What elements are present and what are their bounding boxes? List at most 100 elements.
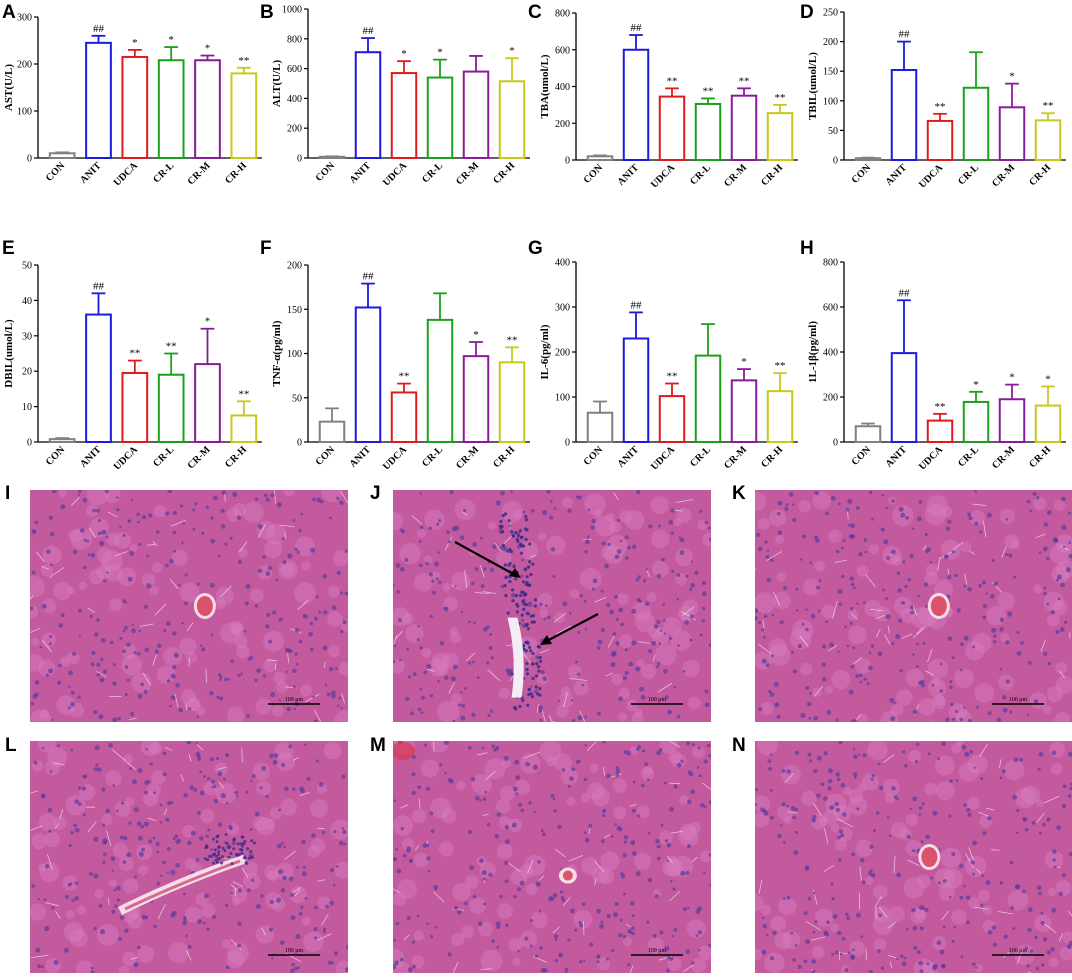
y-tick-label: 1000 xyxy=(282,5,302,16)
sinusoids xyxy=(393,741,711,973)
histology-image-j: 100 μm xyxy=(393,490,711,722)
bar-cr-m xyxy=(730,94,758,161)
y-axis-label: DBIL(umol/L) xyxy=(3,319,15,388)
panel-letter: I xyxy=(5,483,11,504)
panel-letter: K xyxy=(732,483,746,504)
y-tick-label: 300 xyxy=(555,303,570,314)
scale-bar: 100 μm xyxy=(992,697,1044,705)
panel-letter: G xyxy=(528,238,543,259)
significance-label: ** xyxy=(507,334,518,346)
panel-letter: M xyxy=(370,735,386,756)
y-tick-label: 200 xyxy=(287,124,302,135)
arrow-line xyxy=(454,541,518,577)
x-tick-label: CR-M xyxy=(990,444,1017,471)
x-tick-label: CR-L xyxy=(151,160,176,185)
chart-panel-tbil: D 0 50 100 150 200 250 TBIL(umol/L) CON ## ANIT **… xyxy=(800,0,1072,200)
lesion-features xyxy=(117,833,256,916)
bar-cr-l xyxy=(426,318,454,443)
y-tick-label: 400 xyxy=(555,258,570,269)
x-tick-label: CR-L xyxy=(420,160,445,185)
x-tick-label: CON xyxy=(314,444,338,468)
panel-letter: F xyxy=(260,238,272,259)
significance-label: ** xyxy=(703,85,714,97)
significance-label: ** xyxy=(667,75,678,87)
y-tick-label: 800 xyxy=(823,258,838,269)
arrowhead xyxy=(540,635,552,645)
y-tick-label: 600 xyxy=(823,303,838,314)
y-tick-label: 0 xyxy=(565,438,570,449)
bar-cr-m xyxy=(462,70,490,159)
significance-label: ## xyxy=(631,22,643,34)
x-tick-label: UDCA xyxy=(112,444,141,473)
nuclei xyxy=(755,741,1072,973)
y-tick-label: 100 xyxy=(555,393,570,404)
y-tick-label: 800 xyxy=(287,34,302,45)
bar-con xyxy=(586,411,614,443)
significance-label: * xyxy=(168,34,174,46)
y-tick-label: 100 xyxy=(287,349,302,360)
bar-cr-m xyxy=(998,398,1026,443)
y-tick-label: 200 xyxy=(823,37,838,48)
y-tick-label: 0 xyxy=(27,438,32,449)
x-tick-label: ANIT xyxy=(348,444,374,470)
svg-text:100 μm: 100 μm xyxy=(1009,948,1028,954)
bar-cr-m xyxy=(730,379,758,443)
bar-udca xyxy=(121,371,149,443)
il6-bar-chart: 0 100 200 300 400 IL-6(pg/ml) CON ## ANIT ** UDCA C… xyxy=(539,258,798,473)
x-tick-label: CR-M xyxy=(722,162,749,189)
chart-panel-alt: B 0 200 400 600 800 1000 ALT(U/L) CON ## ANIT * UDC… xyxy=(260,0,536,200)
scale-bar: 100 μm xyxy=(268,697,320,705)
x-tick-label: CR-L xyxy=(688,162,713,187)
significance-label: * xyxy=(132,37,138,49)
bar-anit xyxy=(622,48,650,161)
y-tick-label: 0 xyxy=(565,156,570,167)
x-tick-label: CR-M xyxy=(454,160,481,187)
significance-label: * xyxy=(473,329,479,341)
y-tick-label: 0 xyxy=(833,438,838,449)
lesion-features xyxy=(918,844,941,870)
x-tick-label: CR-H xyxy=(491,444,517,470)
x-tick-label: UDCA xyxy=(381,160,410,189)
bar-con xyxy=(318,420,346,444)
x-tick-label: CON xyxy=(44,444,68,468)
y-tick-label: 200 xyxy=(287,261,302,272)
bar-udca xyxy=(390,72,418,159)
y-axis-label: IL-6(pg/ml) xyxy=(539,324,551,379)
bar-udca xyxy=(121,55,149,160)
x-tick-label: UDCA xyxy=(649,162,678,191)
scale-bar: 100 μm xyxy=(631,948,683,956)
x-tick-label: CR-M xyxy=(186,160,213,187)
y-tick-label: 600 xyxy=(555,45,570,56)
significance-label: * xyxy=(1009,71,1015,83)
significance-label: ## xyxy=(93,23,105,35)
x-tick-label: CR-H xyxy=(1027,162,1053,188)
bar-cr-h xyxy=(498,361,526,443)
bar-cr-l xyxy=(962,86,990,161)
significance-label: ** xyxy=(399,371,410,383)
x-tick-label: ANIT xyxy=(884,444,910,470)
il1b-bar-chart: 02004006008001L-1β(pg/ml)CON##ANIT**UDCA… xyxy=(807,258,1066,473)
y-axis-label: ALT(U/L) xyxy=(271,60,283,108)
y-tick-label: 400 xyxy=(823,348,838,359)
histology-image-i: 100 μm xyxy=(30,490,348,722)
x-tick-label: CON xyxy=(582,444,606,468)
x-tick-label: CR-H xyxy=(1027,444,1053,470)
significance-label: ** xyxy=(935,101,946,113)
arrow-line xyxy=(544,613,599,643)
svg-text:100 μm: 100 μm xyxy=(285,948,304,954)
x-tick-label: CR-L xyxy=(688,444,713,469)
x-tick-label: CR-H xyxy=(223,160,249,186)
significance-label: ## xyxy=(631,299,643,311)
significance-label: * xyxy=(509,45,515,57)
scale-bar: 100 μm xyxy=(268,948,320,956)
x-tick-label: CON xyxy=(582,162,606,186)
bar-cr-h xyxy=(498,80,526,159)
scale-bar: 100 μm xyxy=(992,948,1044,956)
chart-panel-dbil: E 0 10 20 30 40 50 DBIL(umol/L) CON ## ANIT ** UDCA… xyxy=(0,238,268,476)
y-axis-label: TNF-α(pg/ml) xyxy=(271,320,283,386)
bar-con xyxy=(854,157,882,161)
significance-label: * xyxy=(205,316,211,328)
bar-udca xyxy=(658,95,686,161)
significance-label: * xyxy=(401,48,407,60)
y-tick-label: 10 xyxy=(22,402,32,413)
